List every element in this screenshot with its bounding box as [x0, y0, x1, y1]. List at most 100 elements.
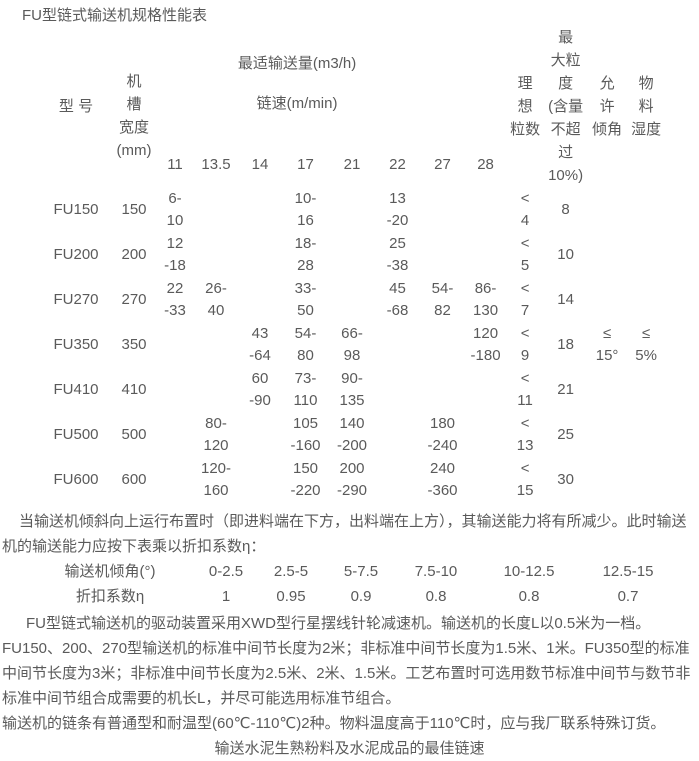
capacity-cell — [194, 322, 238, 367]
width-cell: 150 — [121, 200, 147, 218]
header-speed: 14 — [251, 156, 269, 174]
header-capacity-title: 最适输送量(m3/h) — [237, 55, 357, 73]
capacity-cell: 80- 120 — [203, 414, 229, 454]
capacity-cell: 90- 135 — [339, 369, 365, 409]
spec-table: 型 号 机 槽 宽度 (mm) 最适输送量(m3/h) 链速(m/min) 理 … — [40, 26, 665, 502]
capacity-cell — [465, 367, 506, 412]
ideal-particle-cell: < 9 — [520, 324, 530, 364]
factor-cell: 0.8 — [425, 588, 447, 605]
max-particle-cell: 18 — [557, 335, 574, 353]
spec-row-fu350: FU350 350 43 -64 54- 80 66- 98 120 -180 … — [40, 322, 665, 367]
angle-cell: 0-2.5 — [208, 563, 244, 580]
max-particle-cell: 21 — [557, 380, 574, 398]
width-cell: 600 — [121, 470, 147, 488]
capacity-cell: 60 -90 — [249, 369, 271, 409]
header-speed: 27 — [434, 156, 451, 174]
max-particle-cell: 10 — [557, 245, 574, 263]
angle-cell: 2.5-5 — [273, 563, 309, 580]
capacity-cell: 120- 160 — [200, 459, 232, 499]
angle-cell: 7.5-10 — [414, 563, 458, 580]
capacity-cell — [238, 412, 282, 457]
ideal-particle-cell: < 13 — [516, 414, 534, 454]
factor-cell: 0.9 — [350, 588, 372, 605]
spec-row-fu200: FU200 200 12 -18 18- 28 25 -38 < 5 10 — [40, 232, 665, 277]
header-speed: 13.5 — [201, 156, 231, 174]
spec-row-fu600: FU600 600 120- 160 150 -220 200 -290 240… — [40, 457, 665, 502]
capacity-cell — [420, 187, 465, 232]
capacity-cell: 105 -160 — [290, 414, 321, 454]
capacity-cell: 54- 82 — [431, 279, 454, 319]
incline-cell — [587, 187, 627, 232]
incline-cell — [587, 457, 627, 502]
header-material-moisture: 物 料 湿度 — [631, 75, 662, 138]
spec-page: FU型链式输送机规格性能表 型 号 机 槽 宽度 (mm) 最适输送量(m3/h… — [2, 6, 697, 761]
drive-note: FU型链式输送机的驱动装置采用XWD型行星摆线针轮减速机。输送机的长度L以0.5… — [2, 615, 691, 707]
angle-cell: 10-12.5 — [503, 563, 555, 580]
header-allowed-incline: 允 许 倾角 — [592, 75, 623, 138]
capacity-cell — [238, 187, 282, 232]
header-capacity: 最适输送量(m3/h) 链速(m/min) — [156, 26, 506, 143]
capacity-cell — [194, 367, 238, 412]
spec-row-fu150: FU150 150 6- 10 10- 16 13 -20 < 4 8 — [40, 187, 665, 232]
capacity-cell: 43 -64 — [249, 324, 271, 364]
capacity-cell — [156, 367, 194, 412]
discount-angle-row: 输送机倾角(°) 0-2.5 2.5-5 5-7.5 7.5-10 10-12.… — [25, 559, 673, 584]
capacity-cell: 25 -38 — [386, 234, 409, 274]
capacity-cell: 22 -33 — [164, 279, 186, 319]
capacity-cell: 33- 50 — [294, 279, 317, 319]
capacity-cell — [238, 232, 282, 277]
width-cell: 350 — [121, 335, 147, 353]
capacity-cell: 73- 110 — [293, 369, 318, 409]
capacity-cell: 6- 10 — [166, 189, 184, 229]
factor-cell: 0.7 — [617, 588, 639, 605]
ideal-particle-cell: < 11 — [517, 369, 533, 409]
capacity-cell: 180 -240 — [427, 414, 458, 454]
width-cell: 410 — [121, 380, 147, 398]
ideal-particle-cell: < 15 — [516, 459, 534, 499]
capacity-cell: 140 -200 — [336, 414, 368, 454]
moisture-cell — [627, 277, 665, 322]
model-cell: FU410 — [53, 380, 99, 398]
capacity-cell: 26- 40 — [205, 279, 227, 319]
width-cell: 200 — [121, 245, 147, 263]
header-speed: 17 — [297, 156, 314, 174]
model-cell: FU350 — [53, 335, 99, 353]
chain-note: 输送机的链条有普通型和耐温型(60℃-110℃)2种。物料温度高于110℃时，应… — [2, 715, 666, 732]
moisture-cell — [627, 232, 665, 277]
model-cell: FU150 — [53, 200, 99, 218]
moisture-cell — [627, 457, 665, 502]
header-speed: 22 — [389, 156, 406, 174]
capacity-cell: 240 -360 — [427, 459, 458, 499]
ideal-particle-cell: < 5 — [520, 234, 530, 274]
capacity-cell: 45 -68 — [386, 279, 409, 319]
capacity-cell — [329, 277, 375, 322]
angle-label-cell: 输送机倾角(°) — [64, 563, 156, 580]
incline-cell — [587, 412, 627, 457]
model-cell: FU270 — [53, 290, 99, 308]
header-ideal-particle: 理 想 粒数 — [510, 75, 541, 138]
capacity-cell: 13 -20 — [386, 189, 409, 229]
page-title: FU型链式输送机规格性能表 — [22, 7, 207, 24]
header-chain-speed-title: 链速(m/min) — [256, 95, 338, 113]
capacity-cell — [465, 412, 506, 457]
width-cell: 270 — [121, 290, 147, 308]
capacity-cell — [375, 367, 420, 412]
incline-cell — [587, 367, 627, 412]
header-max-particle: 最 大粒度 (含量 不超过 10%) — [548, 29, 584, 184]
ideal-particle-cell: < 7 — [520, 279, 530, 319]
capacity-cell: 86- 130 — [473, 279, 499, 319]
header-model: 型 号 — [58, 98, 94, 115]
capacity-cell — [420, 367, 465, 412]
spec-header-row-1: 型 号 机 槽 宽度 (mm) 最适输送量(m3/h) 链速(m/min) 理 … — [40, 26, 665, 184]
factor-cell: 1 — [221, 588, 231, 605]
capacity-cell — [420, 232, 465, 277]
capacity-cell — [375, 457, 420, 502]
model-cell: FU200 — [53, 245, 99, 263]
incline-cell: ≤ 15° — [595, 324, 619, 364]
header-speed: 11 — [167, 156, 183, 174]
discount-factor-row: 折扣系数η 1 0.95 0.9 0.8 0.8 0.7 — [25, 584, 673, 609]
width-cell: 500 — [121, 425, 147, 443]
max-particle-cell: 14 — [557, 290, 574, 308]
capacity-cell — [156, 457, 194, 502]
capacity-cell: 150 -220 — [290, 459, 321, 499]
